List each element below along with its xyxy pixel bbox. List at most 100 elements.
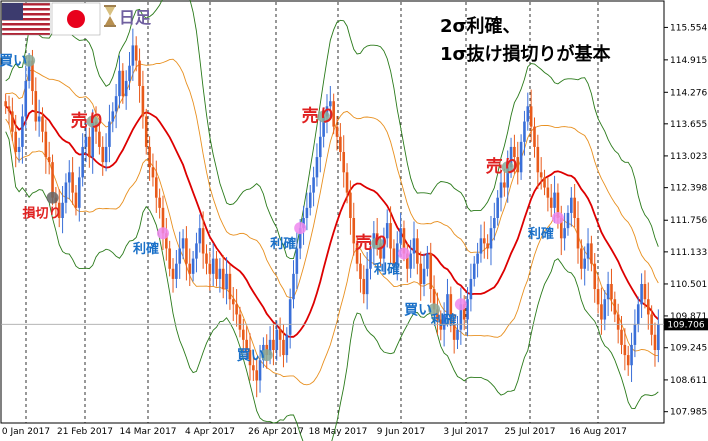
candle <box>17 137 21 163</box>
candle <box>67 160 71 200</box>
candle <box>429 242 433 303</box>
y-tick-label: 108.611 <box>670 376 707 386</box>
candle <box>600 287 603 335</box>
y-tick-label: 114.915 <box>670 56 707 66</box>
candle <box>536 134 540 190</box>
candle <box>181 229 185 260</box>
candle <box>362 265 366 304</box>
candle <box>278 317 282 357</box>
candle <box>74 185 78 216</box>
candle <box>292 260 295 309</box>
y-tick-label: 113.023 <box>670 152 707 162</box>
candle <box>345 163 349 204</box>
candle <box>275 320 279 361</box>
x-tick-label: 21 Feb 2017 <box>57 427 113 437</box>
annotation-label: 売り <box>71 111 105 132</box>
candle <box>476 242 479 278</box>
annotation-buy: 買い <box>404 302 441 318</box>
candle <box>466 287 469 337</box>
hourglass-icon <box>104 5 116 27</box>
candle <box>620 315 623 355</box>
annotation-sell: 売り <box>302 105 336 126</box>
candle <box>242 319 245 354</box>
candle <box>211 243 215 287</box>
candle <box>24 65 28 129</box>
candle <box>165 218 168 261</box>
candle <box>526 92 530 131</box>
candle <box>21 104 24 164</box>
y-tick-label: 109.245 <box>670 344 707 354</box>
candle <box>339 123 342 162</box>
candle <box>64 173 68 214</box>
candle <box>148 136 151 181</box>
annotation-buy: 買い <box>0 54 36 70</box>
candle <box>419 251 422 301</box>
candle <box>416 229 419 275</box>
y-tick-label: 113.655 <box>670 120 707 130</box>
candle <box>161 195 165 250</box>
candle <box>570 187 573 227</box>
candle <box>104 133 108 172</box>
candle <box>489 215 493 266</box>
bollinger-bands <box>5 0 659 441</box>
candle <box>198 214 202 253</box>
candle <box>626 345 630 376</box>
candle <box>191 251 195 282</box>
annotation-label: 利確 <box>270 236 296 252</box>
us-flag-icon <box>1 2 51 36</box>
candle <box>606 271 610 316</box>
candle <box>633 309 637 358</box>
candle <box>255 358 258 398</box>
candle <box>479 224 483 263</box>
band-upper-1sigma <box>5 58 659 299</box>
candle <box>332 93 335 135</box>
candle <box>486 234 489 260</box>
candle <box>141 70 145 129</box>
y-tick-label: 114.276 <box>670 88 707 98</box>
candle <box>456 315 459 349</box>
candle <box>369 239 372 280</box>
x-tick-label: 18 May 2017 <box>309 427 368 437</box>
x-tick-label: 4 Apr 2017 <box>185 427 235 437</box>
candle <box>395 231 399 281</box>
candle <box>590 235 593 272</box>
x-axis: 0 Jan 2017 21 Feb 2017 14 Mar 2017 4 Apr 20… <box>2 427 627 437</box>
candle <box>47 141 51 175</box>
annotation-take_profit: 利確 <box>374 247 410 278</box>
current-price-value: 109.706 <box>667 320 704 330</box>
annotation-label: 買い <box>404 302 432 318</box>
candle <box>7 95 11 126</box>
candle <box>576 201 580 264</box>
candle <box>529 89 533 142</box>
candle <box>503 168 506 197</box>
candle <box>235 289 238 327</box>
annotation-label: 利確 <box>374 262 400 278</box>
candle <box>201 211 205 269</box>
candle <box>573 183 576 228</box>
timeframe-label: 日足 <box>119 8 152 27</box>
candle <box>175 249 178 289</box>
candle <box>646 282 650 330</box>
candle <box>158 188 161 219</box>
y-tick-label: 107.985 <box>670 408 707 418</box>
annotation-label: 損切り <box>23 206 62 222</box>
candle <box>84 120 88 163</box>
candle <box>399 212 402 256</box>
candle <box>178 231 182 279</box>
candle <box>519 134 523 180</box>
band-upper-2sigma <box>5 0 659 260</box>
candle <box>349 180 352 235</box>
candle <box>613 291 617 323</box>
candle <box>41 107 44 143</box>
candle <box>44 119 48 174</box>
candle <box>499 171 503 212</box>
candle <box>472 256 476 287</box>
candle <box>389 206 392 264</box>
candle <box>382 227 386 273</box>
candle <box>496 190 499 226</box>
annotation-label: 売り <box>355 232 389 253</box>
candle <box>586 228 590 271</box>
candle <box>523 110 526 156</box>
candle <box>57 189 61 228</box>
